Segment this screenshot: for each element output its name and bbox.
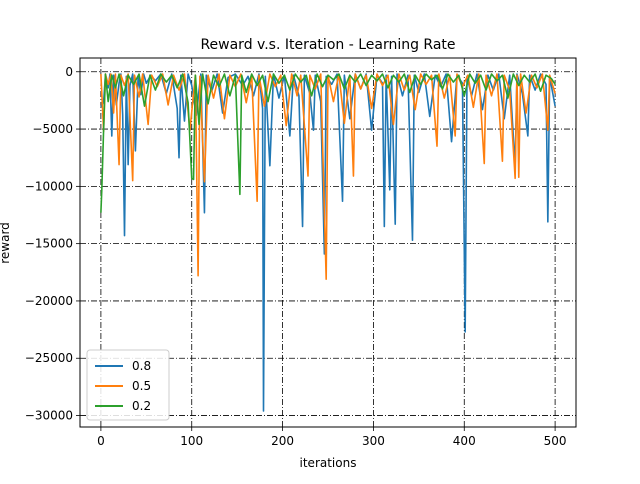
x-tick-label: 300 <box>362 434 385 448</box>
x-tick-label: 0 <box>97 434 105 448</box>
series-line-0.5 <box>100 73 556 280</box>
legend-box <box>86 349 170 421</box>
y-tick-label: 0 <box>65 65 73 79</box>
chart-title: Reward v.s. Iteration - Learning Rate <box>200 37 455 53</box>
legend: 0.8 0.5 0.2 <box>86 349 170 421</box>
x-tick-label: 100 <box>180 434 203 448</box>
y-tick-label: −25000 <box>25 351 73 365</box>
x-tick-label: 500 <box>544 434 567 448</box>
axes-frame <box>79 57 577 428</box>
x-axis-label: iterations <box>300 456 357 470</box>
plot-area <box>100 73 556 412</box>
y-tick-label: −20000 <box>25 294 73 308</box>
legend-label-0.8: 0.8 <box>132 359 151 373</box>
x-tick-label: 400 <box>453 434 476 448</box>
y-axis-label: reward <box>0 222 12 264</box>
y-tick-label: −30000 <box>25 409 73 423</box>
y-tick-label: −10000 <box>25 179 73 193</box>
y-tick-label: −15000 <box>25 237 73 251</box>
legend-label-0.2: 0.2 <box>132 399 151 413</box>
series-line-0.2 <box>100 73 556 213</box>
legend-label-0.5: 0.5 <box>132 379 151 393</box>
x-tick-label: 200 <box>271 434 294 448</box>
y-tick-label: −5000 <box>32 122 73 136</box>
axis-ticks: 0 100 200 300 400 500 0 −5000 −10000 −15000 −20000… <box>25 65 567 448</box>
